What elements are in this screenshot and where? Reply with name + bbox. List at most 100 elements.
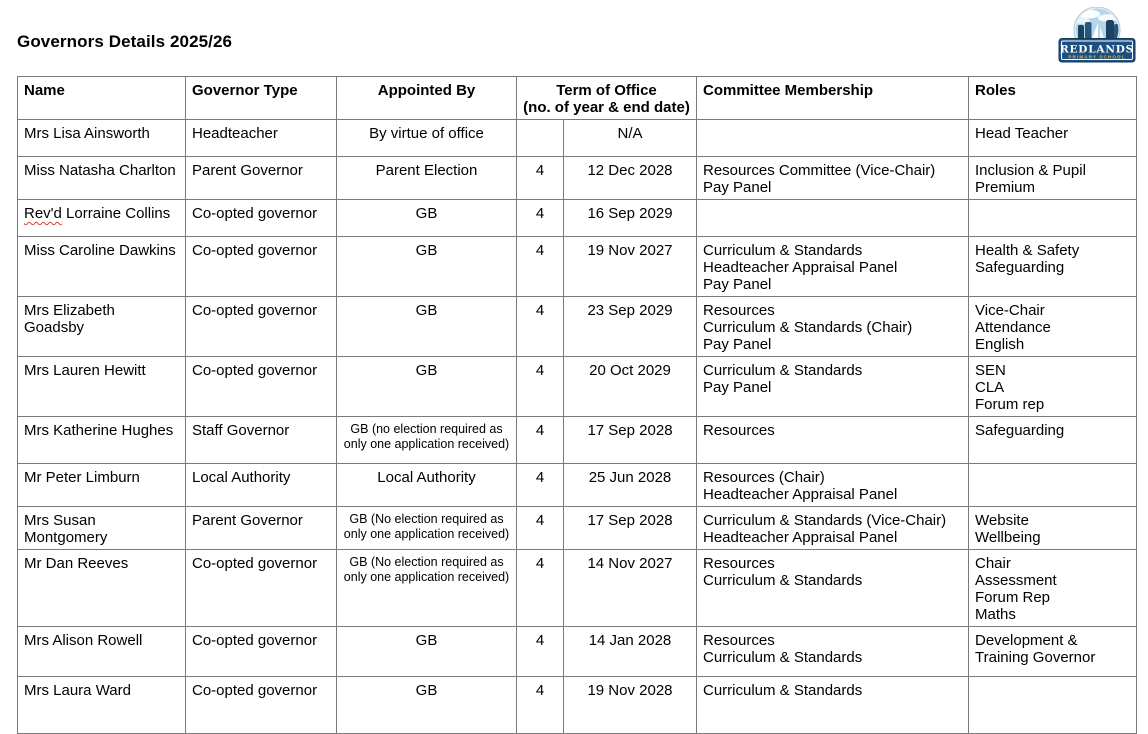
appointed-by-cell: Local Authority [336, 463, 517, 507]
sailboat-icon [1100, 27, 1105, 41]
spellcheck-word: Rev'd [24, 205, 62, 222]
committee-membership-cell: Resources Curriculum & Standards [696, 626, 969, 677]
term-end-date-cell: 19 Nov 2028 [563, 676, 697, 734]
table-row: Rev'd Lorraine Collins Co-opted governor G… [17, 199, 1137, 237]
roles-cell: Development & Training Governor [968, 626, 1137, 677]
term-end-date-cell: 23 Sep 2029 [563, 296, 697, 357]
governor-name-cell: Mr Peter Limburn [17, 463, 186, 507]
header-term-line1: Term of Office [556, 82, 657, 99]
appointed-by-cell: GB [336, 626, 517, 677]
committee-membership-cell: Curriculum & Standards Pay Panel [696, 356, 969, 417]
sailboat-icon [1091, 23, 1098, 41]
logo-school-name: REDLANDS [1060, 44, 1134, 56]
governor-name-cell: Mrs Lauren Hewitt [17, 356, 186, 417]
committee-membership-cell: Resources Curriculum & Standards (Chair)… [696, 296, 969, 357]
header-term-of-office: Term of Office (no. of year & end date) [516, 76, 697, 120]
governors-table-body: Mrs Lisa Ainsworth Headteacher By virtue o… [17, 119, 1137, 734]
header-roles: Roles [968, 76, 1137, 120]
term-years-cell: 4 [516, 296, 564, 357]
header-governor-type: Governor Type [185, 76, 337, 120]
term-end-date-cell: 17 Sep 2028 [563, 506, 697, 550]
table-row: Mrs Alison Rowell Co-opted governor GB 4 14 … [17, 626, 1137, 677]
roles-cell: Vice-Chair Attendance English [968, 296, 1137, 357]
table-row: Mrs Lauren Hewitt Co-opted governor GB 4 20 … [17, 356, 1137, 417]
committee-membership-cell: Resources Curriculum & Standards [696, 549, 969, 627]
governor-type-cell: Parent Governor [185, 506, 337, 550]
governor-name-cell: Mrs Susan Montgomery [17, 506, 186, 550]
roles-cell [968, 199, 1137, 237]
term-end-date-cell: 14 Nov 2027 [563, 549, 697, 627]
header-appointed-by: Appointed By [336, 76, 517, 120]
governor-type-cell: Parent Governor [185, 156, 337, 200]
term-years-cell: 4 [516, 199, 564, 237]
term-end-date-cell: 16 Sep 2029 [563, 199, 697, 237]
term-end-date-cell: 12 Dec 2028 [563, 156, 697, 200]
governor-name-cell: Mrs Alison Rowell [17, 626, 186, 677]
governor-type-cell: Co-opted governor [185, 236, 337, 297]
appointed-by-cell: GB [336, 296, 517, 357]
term-years-cell: 4 [516, 626, 564, 677]
term-years-cell [516, 119, 564, 157]
roles-cell: Health & Safety Safeguarding [968, 236, 1137, 297]
committee-membership-cell: Resources [696, 416, 969, 464]
appointed-by-cell: By virtue of office [336, 119, 517, 157]
term-end-date-cell: 17 Sep 2028 [563, 416, 697, 464]
governor-name-cell: Mrs Lisa Ainsworth [17, 119, 186, 157]
governors-table: Name Governor Type Appointed By Term of … [17, 76, 1137, 734]
appointed-by-cell: GB [336, 199, 517, 237]
governor-type-cell: Co-opted governor [185, 356, 337, 417]
table-row: Miss Caroline Dawkins Co-opted governor GB… [17, 236, 1137, 297]
governor-type-cell: Staff Governor [185, 416, 337, 464]
term-years-cell: 4 [516, 676, 564, 734]
table-row: Mrs Katherine Hughes Staff Governor GB (no… [17, 416, 1137, 464]
committee-membership-cell: Curriculum & Standards (Vice-Chair) Head… [696, 506, 969, 550]
term-years-cell: 4 [516, 156, 564, 200]
roles-cell: Inclusion & Pupil Premium [968, 156, 1137, 200]
logo-school-type: PRIMARY SCHOOL [1068, 55, 1125, 60]
appointed-by-cell: GB (No election required as only one app… [336, 506, 517, 550]
logo-banner [1058, 38, 1136, 63]
cloud-shape [1098, 14, 1118, 22]
governor-name-cell: Mrs Elizabeth Goadsby [17, 296, 186, 357]
governor-name-cell: Mrs Katherine Hughes [17, 416, 186, 464]
governor-name-cell: Mr Dan Reeves [17, 549, 186, 627]
table-row: Mrs Elizabeth Goadsby Co-opted governor GB… [17, 296, 1137, 357]
committee-membership-cell [696, 119, 969, 157]
governor-name-cell: Miss Caroline Dawkins [17, 236, 186, 297]
table-row: Mr Peter Limburn Local Authority Local Aut… [17, 463, 1137, 507]
governor-type-cell: Co-opted governor [185, 549, 337, 627]
table-header-row: Name Governor Type Appointed By Term of … [17, 76, 1137, 120]
term-end-date-cell: 20 Oct 2029 [563, 356, 697, 417]
table-row: Mrs Laura Ward Co-opted governor GB 4 19 Nov… [17, 676, 1137, 734]
appointed-by-cell: Parent Election [336, 156, 517, 200]
governor-name-cell: Rev'd Lorraine Collins [17, 199, 186, 237]
appointed-by-cell: GB (No election required as only one app… [336, 549, 517, 627]
term-years-cell: 4 [516, 506, 564, 550]
committee-membership-cell: Curriculum & Standards [696, 676, 969, 734]
roles-cell: SEN CLA Forum rep [968, 356, 1137, 417]
committee-membership-cell: Resources Committee (Vice-Chair) Pay Pan… [696, 156, 969, 200]
term-end-date-cell: 14 Jan 2028 [563, 626, 697, 677]
header-term-line2: (no. of year & end date) [523, 99, 690, 116]
table-row: Mrs Susan Montgomery Parent Governor GB (N… [17, 506, 1137, 550]
roles-cell: Website Wellbeing [968, 506, 1137, 550]
roles-cell [968, 463, 1137, 507]
roles-cell: Safeguarding [968, 416, 1137, 464]
page-title: Governors Details 2025/26 [17, 32, 233, 51]
governor-type-cell: Headteacher [185, 119, 337, 157]
committee-membership-cell [696, 199, 969, 237]
term-years-cell: 4 [516, 463, 564, 507]
governor-type-cell: Co-opted governor [185, 199, 337, 237]
roles-cell [968, 676, 1137, 734]
table-row: Mrs Lisa Ainsworth Headteacher By virtue o… [17, 119, 1137, 157]
header-committee-membership: Committee Membership [696, 76, 969, 120]
roles-cell: Chair Assessment Forum Rep Maths [968, 549, 1137, 627]
term-years-cell: 4 [516, 416, 564, 464]
school-logo-graphic: REDLANDS PRIMARY SCHOOL [1058, 6, 1136, 63]
header-name: Name [17, 76, 186, 120]
table-row: Mr Dan Reeves Co-opted governor GB (No ele… [17, 549, 1137, 627]
committee-membership-cell: Resources (Chair) Headteacher Appraisal … [696, 463, 969, 507]
term-years-cell: 4 [516, 549, 564, 627]
governor-type-cell: Co-opted governor [185, 296, 337, 357]
term-years-cell: 4 [516, 356, 564, 417]
